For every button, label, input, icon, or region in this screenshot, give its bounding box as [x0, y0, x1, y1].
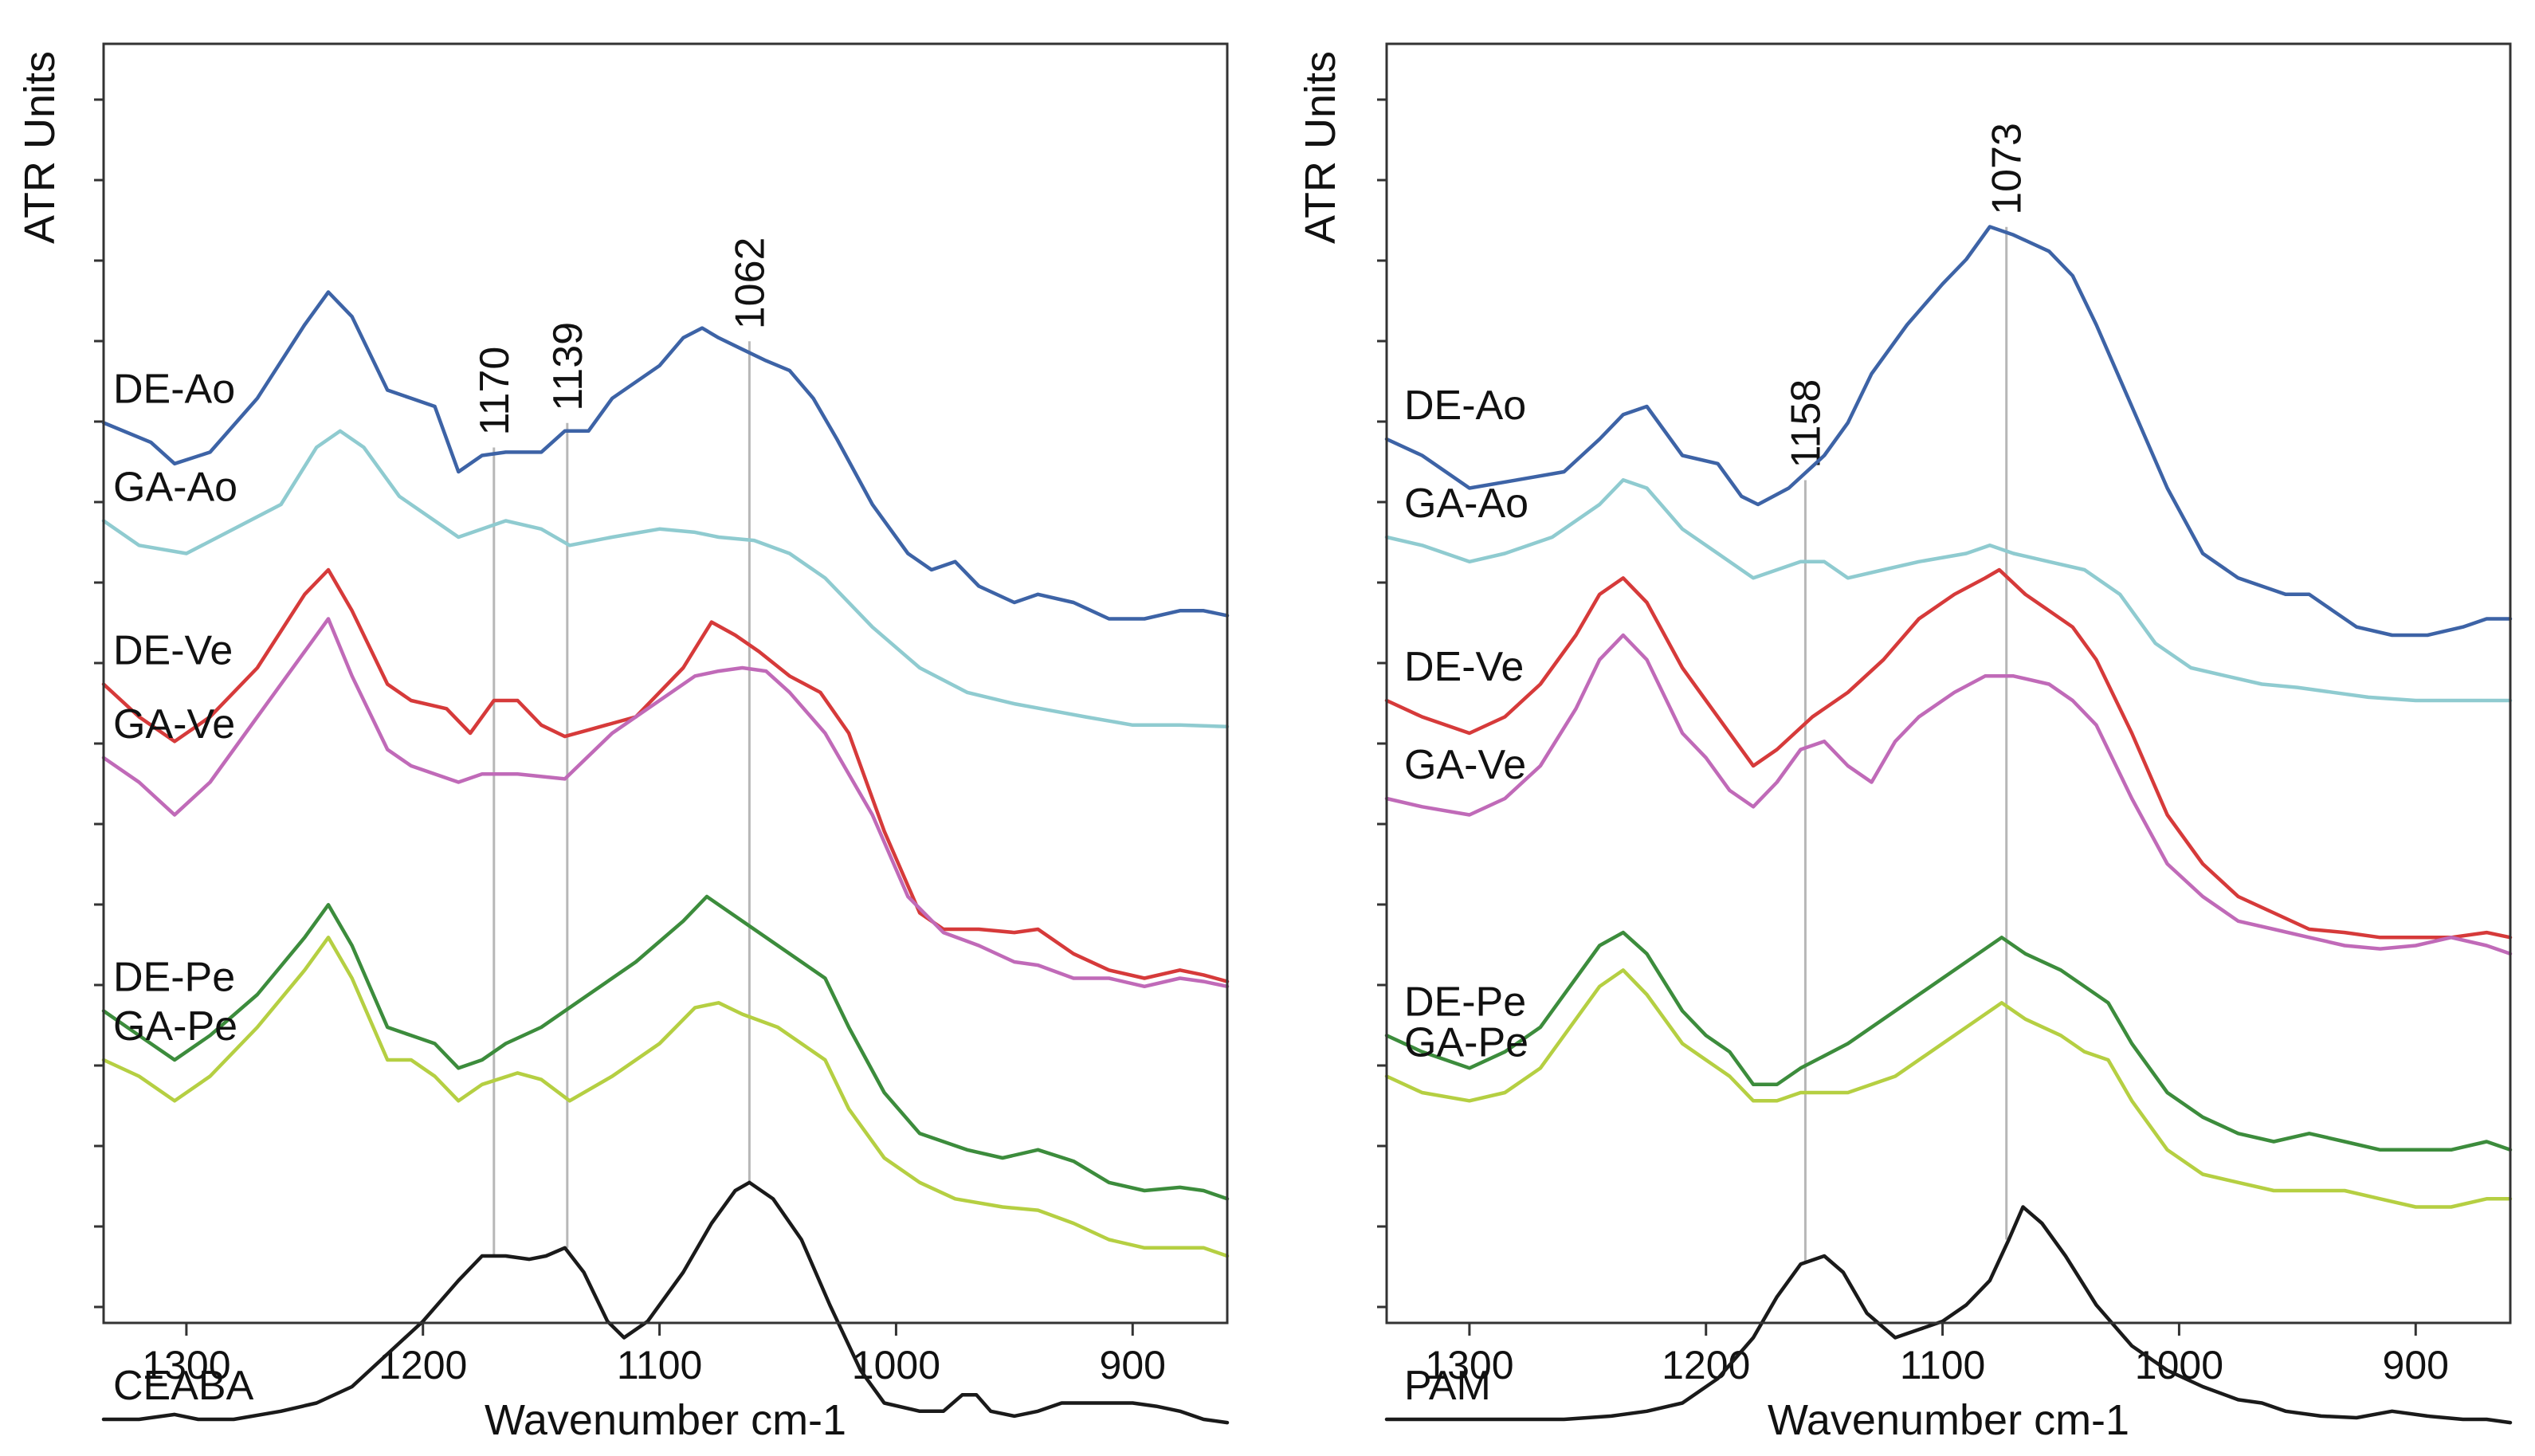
x-tick-label: 1000 [852, 1343, 940, 1387]
x-tick-label: 1000 [2135, 1343, 2223, 1387]
left-y-ticks [94, 98, 104, 1309]
series-line-ga-pe [101, 936, 1230, 1258]
series-label: GA-Ve [113, 701, 235, 748]
series-line-ga-pe [1384, 968, 2513, 1209]
peak-marker-label: 1170 [472, 347, 518, 436]
series-label: DE-Ve [113, 628, 233, 674]
x-tick-label: 1200 [1662, 1343, 1750, 1387]
right-y-ticks [1377, 98, 1387, 1309]
right-xlabel: Wavenumber cm-1 [1768, 1396, 2129, 1444]
right-x-ticks: 1300 1200 1100 1000 900 [1425, 1323, 2449, 1387]
series-label: GA-Ao [1404, 481, 1528, 527]
series-label: DE-Ao [1404, 383, 1526, 429]
x-tick-label: 900 [2383, 1343, 2449, 1387]
series-label: GA-Ao [113, 465, 237, 511]
right-peak-markers: 1158 1073 [1783, 123, 2031, 1265]
peak-marker-label: 1062 [727, 237, 773, 330]
series-label: CEABA [113, 1363, 254, 1409]
peak-marker-label: 1139 [545, 322, 591, 411]
series-line-pam [1384, 1205, 2513, 1425]
left-plot-frame [102, 42, 1229, 1325]
x-tick-label: 1100 [1900, 1343, 1986, 1387]
x-tick-label: 900 [1100, 1343, 1166, 1387]
series-line-de-ao [1384, 225, 2513, 638]
peak-marker-label: 1073 [1984, 123, 2031, 215]
series-line-ga-ve [101, 617, 1230, 989]
series-line-de-pe [101, 894, 1230, 1201]
right-ylabel: ATR Units [1297, 51, 1344, 244]
series-label: PAM [1404, 1363, 1491, 1409]
series-label: GA-Pe [113, 1003, 237, 1050]
series-line-de-ao [101, 290, 1230, 621]
series-label: DE-Ao [113, 367, 235, 413]
series-label: GA-Pe [1404, 1020, 1528, 1066]
left-panel: ATR Units 1300 1200 1100 1000 900 1170 113910… [16, 42, 1230, 1444]
series-line-de-ve [1384, 567, 2513, 940]
series-line-ceaba [101, 1180, 1230, 1425]
left-x-ticks: 1300 1200 1100 1000 900 [142, 1323, 1166, 1387]
series-label: DE-Pe [1404, 979, 1526, 1025]
left-ylabel: ATR Units [16, 51, 64, 244]
series-label: GA-Ve [1404, 742, 1526, 788]
x-tick-label: 1300 [142, 1343, 230, 1387]
right-plot-frame [1385, 42, 2512, 1325]
left-xlabel: Wavenumber cm-1 [485, 1396, 846, 1444]
series-line-ga-ao [1384, 478, 2513, 703]
series-line-de-ve [101, 567, 1230, 983]
series-label: DE-Pe [113, 955, 235, 1001]
right-panel: ATR Units 1300 1200 1100 1000 900 1158 1073 D… [1297, 42, 2513, 1444]
peak-marker-label: 1158 [1783, 379, 1829, 469]
left-peak-markers: 1170 1139 1062 [472, 237, 773, 1256]
series-line-ga-ve [1384, 633, 2513, 956]
x-tick-label: 1300 [1425, 1343, 1513, 1387]
series-line-ga-ao [101, 429, 1230, 729]
x-tick-label: 1100 [617, 1343, 703, 1387]
series-label: DE-Ve [1404, 644, 1524, 690]
series-line-de-pe [1384, 930, 2513, 1152]
